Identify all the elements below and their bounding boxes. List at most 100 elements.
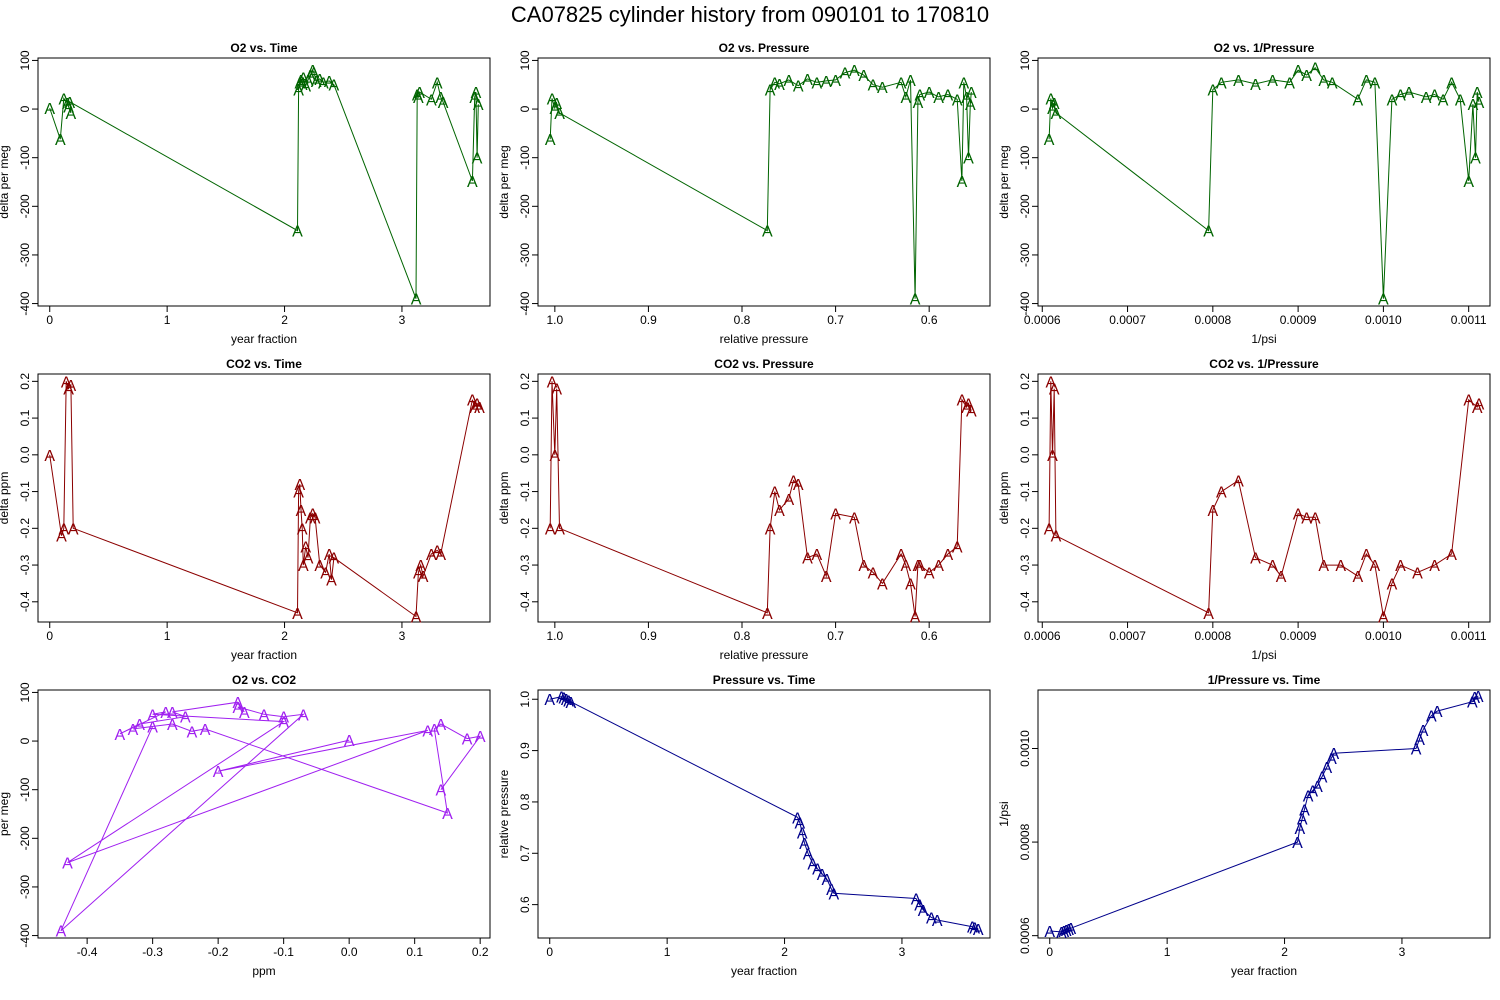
data-point-marker: A <box>926 910 937 927</box>
data-point-marker: A <box>792 810 803 827</box>
x-tick-label: 0.0008 <box>1194 629 1231 643</box>
x-tick-label: 0.0008 <box>1194 313 1231 327</box>
data-point-marker: A <box>473 97 484 114</box>
data-point-marker: A <box>1250 77 1261 94</box>
data-point-marker: A <box>303 551 314 568</box>
panels: O2 vs. Time year fraction delta per meg 0 1 2… <box>0 41 1491 978</box>
data-point-marker: A <box>769 75 780 92</box>
y-tick-label: -400 <box>18 923 32 947</box>
data-point-marker: A <box>294 477 305 494</box>
y-tick-label: -0.2 <box>1018 518 1032 539</box>
data-point-marker: A <box>467 174 478 191</box>
y-tick-label: 0 <box>18 737 32 744</box>
x-tick-label: 2 <box>1281 945 1288 959</box>
series-line <box>549 69 972 299</box>
data-point-marker: A <box>877 80 888 97</box>
data-point-marker: A <box>469 400 480 417</box>
data-point-marker: A <box>314 558 325 575</box>
chart-panel-2: O2 vs. Pressure relative pressure delta pe… <box>497 41 991 346</box>
data-point-marker: A <box>1335 558 1346 575</box>
data-point-marker: A <box>1395 87 1406 104</box>
data-point-marker: A <box>200 722 211 739</box>
y-tick-label: 100 <box>18 682 32 702</box>
data-point-marker: A <box>812 547 823 564</box>
data-point-marker: A <box>1317 770 1328 787</box>
data-point-marker: A <box>966 404 977 421</box>
data-point-marker: A <box>849 510 860 527</box>
data-point-marker: A <box>900 558 911 575</box>
x-tick-label: 2 <box>781 945 788 959</box>
data-point-marker: A <box>1301 510 1312 527</box>
x-tick-label: 0.1 <box>406 945 423 959</box>
data-point-marker: A <box>307 507 318 524</box>
data-point-marker: A <box>961 90 972 107</box>
y-tick-label: 0.0010 <box>1018 730 1032 767</box>
data-point-marker: A <box>1426 709 1437 726</box>
data-point-marker: A <box>167 705 178 722</box>
data-point-marker: A <box>547 374 558 391</box>
data-point-marker: A <box>896 547 907 564</box>
x-tick-label: 0.9 <box>640 629 657 643</box>
x-tick-label: 1.0 <box>547 313 564 327</box>
data-point-marker: A <box>62 856 73 873</box>
x-axis-label: 1/psi <box>1251 648 1276 662</box>
data-point-marker: A <box>914 87 925 104</box>
data-point-marker: A <box>297 77 308 94</box>
series-line <box>60 701 482 932</box>
data-point-marker: A <box>307 63 318 80</box>
data-point-marker: A <box>807 857 818 874</box>
plot-frame <box>1037 57 1491 307</box>
y-tick-label: -100 <box>18 777 32 801</box>
x-tick-label: 0 <box>46 629 53 643</box>
data-point-marker: A <box>905 576 916 593</box>
x-tick-label: -0.1 <box>273 945 294 959</box>
x-tick-label: 0.7 <box>827 313 844 327</box>
data-point-marker: A <box>868 565 879 582</box>
chart-panel-3: O2 vs. 1/Pressure 1/psi delta per meg 0.000… <box>997 41 1491 346</box>
y-tick-label: -100 <box>18 145 32 169</box>
y-axis-label: relative pressure <box>497 769 511 858</box>
data-point-marker: A <box>296 73 307 90</box>
data-point-marker: A <box>298 707 309 724</box>
data-point-marker: A <box>817 867 828 884</box>
data-point-marker: A <box>326 573 337 590</box>
y-tick-label: -0.1 <box>518 481 532 502</box>
data-point-marker: A <box>1411 741 1422 758</box>
data-point-marker: A <box>561 692 572 709</box>
data-point-marker: A <box>1297 812 1308 829</box>
x-tick-label: 1.0 <box>547 629 564 643</box>
data-point-marker: A <box>68 521 79 538</box>
data-point-marker: A <box>1446 547 1457 564</box>
data-point-marker: A <box>278 715 289 732</box>
y-tick-label: -200 <box>18 194 32 218</box>
x-tick-label: -0.2 <box>208 945 229 959</box>
data-point-marker: A <box>187 724 198 741</box>
data-point-marker: A <box>324 74 335 91</box>
plot-frame <box>37 689 491 939</box>
series-line <box>1048 66 1480 299</box>
data-point-marker: A <box>794 815 805 832</box>
y-axis-label: delta ppm <box>0 472 11 525</box>
x-tick-label: 0.6 <box>921 629 938 643</box>
data-point-marker: A <box>1044 132 1055 149</box>
y-tick-label: 0.2 <box>18 373 32 390</box>
x-axis-label: relative pressure <box>720 648 809 662</box>
y-tick-label: -0.3 <box>1018 554 1032 575</box>
y-axis-label: delta per meg <box>0 145 11 218</box>
series-line <box>549 381 972 617</box>
chart-title: 1/Pressure vs. Time <box>1208 673 1321 687</box>
data-point-marker: A <box>957 393 968 410</box>
data-point-marker: A <box>545 132 556 149</box>
plot-frame <box>37 373 491 623</box>
data-point-marker: A <box>294 75 305 92</box>
data-point-marker: A <box>66 378 77 395</box>
data-point-marker: A <box>1318 73 1329 90</box>
y-tick-label: 1.0 <box>518 691 532 708</box>
data-point-marker: A <box>933 90 944 107</box>
data-point-marker: A <box>471 85 482 102</box>
data-point-marker: A <box>1370 558 1381 575</box>
data-point-marker: A <box>474 400 485 417</box>
data-point-marker: A <box>933 558 944 575</box>
chart-title: O2 vs. Time <box>230 41 297 55</box>
data-point-marker: A <box>239 705 250 722</box>
